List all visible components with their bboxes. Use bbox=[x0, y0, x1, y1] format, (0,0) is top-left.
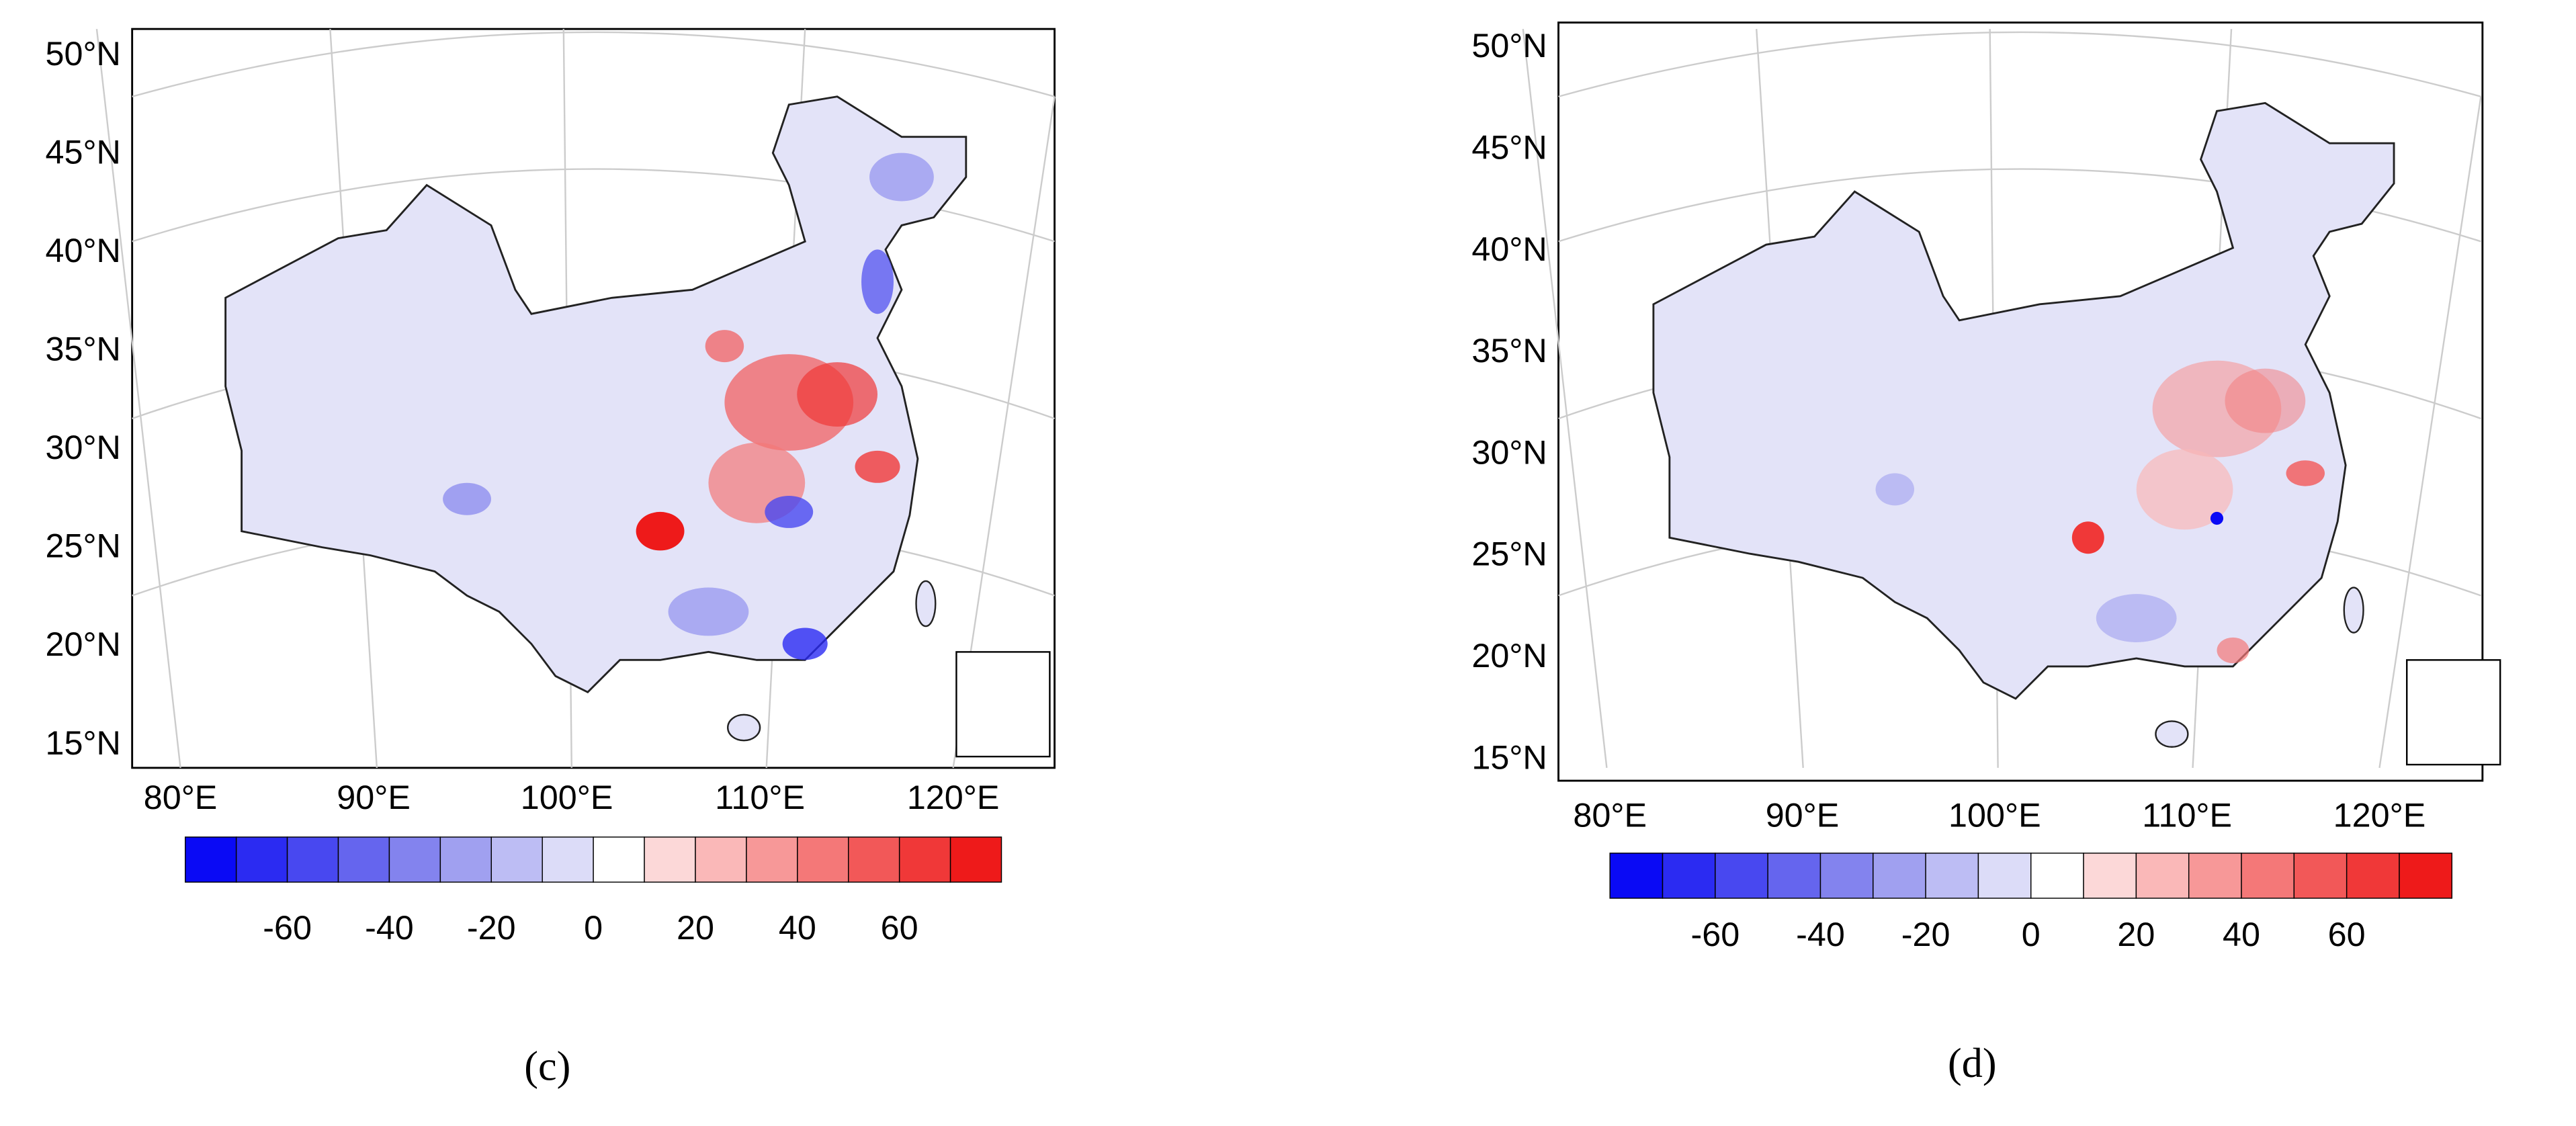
colorbar-box bbox=[388, 836, 441, 883]
colorbar-box bbox=[1609, 853, 1664, 899]
lat-label: 50°N bbox=[1471, 26, 1547, 64]
taiwan bbox=[915, 580, 937, 627]
colorbar-box bbox=[898, 836, 951, 883]
colorbar-box bbox=[2293, 853, 2348, 899]
colorbar-box bbox=[286, 836, 339, 883]
colorbar-tick-label: 40 bbox=[779, 908, 816, 947]
panel-caption: (c) bbox=[524, 1043, 570, 1090]
lat-label: 45°N bbox=[1471, 128, 1547, 166]
colorbar-tick-label: -60 bbox=[263, 908, 312, 947]
lat-label: 25°N bbox=[1471, 535, 1547, 573]
lon-label: 100°E bbox=[521, 778, 613, 816]
panel-caption: (d) bbox=[1948, 1040, 1997, 1086]
inset-box bbox=[2406, 659, 2501, 766]
colorbar-box bbox=[695, 836, 747, 883]
colorbar-box bbox=[1662, 853, 1716, 899]
colorbar-box bbox=[2030, 853, 2084, 899]
taiwan bbox=[2343, 587, 2364, 634]
hainan bbox=[2155, 720, 2189, 748]
colorbar-box bbox=[1767, 853, 1821, 899]
colorbar-tick-label: -20 bbox=[1901, 915, 1950, 953]
anomaly-field bbox=[443, 153, 934, 660]
colorbar-box bbox=[542, 836, 594, 883]
lon-label: 90°E bbox=[1766, 795, 1840, 834]
lat-label: 35°N bbox=[46, 330, 121, 368]
colorbar-box bbox=[337, 836, 390, 883]
panel-d: 50°N 45°N 40°N 35°N 30°N 25°N 20°N 15°N 80°E 90°E… bbox=[1471, 21, 2501, 1086]
anomaly-field bbox=[1875, 360, 2325, 664]
colorbar-tick-label: -60 bbox=[1690, 915, 1740, 953]
lat-label: 35°N bbox=[1471, 331, 1547, 370]
colorbar-box bbox=[1715, 853, 1768, 899]
lon-label: 120°E bbox=[2333, 795, 2426, 834]
lon-label: 110°E bbox=[2142, 795, 2232, 834]
colorbar-box bbox=[490, 836, 543, 883]
colorbar-tick-label: -20 bbox=[467, 908, 516, 947]
lat-label: 40°N bbox=[1471, 230, 1547, 268]
colorbar-tick-label: 0 bbox=[2022, 915, 2041, 953]
colorbar-tick-label: -40 bbox=[1796, 915, 1845, 953]
lat-label: 30°N bbox=[1471, 433, 1547, 471]
lat-label: 45°N bbox=[46, 133, 121, 171]
lon-label: 80°E bbox=[1573, 795, 1647, 834]
colorbar-box bbox=[848, 836, 900, 883]
lat-label: 15°N bbox=[1471, 738, 1547, 776]
lon-label: 90°E bbox=[337, 778, 411, 816]
lon-label: 110°E bbox=[715, 778, 805, 816]
lat-label: 20°N bbox=[1471, 636, 1547, 675]
lat-label: 15°N bbox=[46, 724, 121, 762]
colorbar-box bbox=[235, 836, 288, 883]
colorbar-box bbox=[1977, 853, 2032, 899]
colorbar-tick-label: 60 bbox=[2328, 915, 2366, 953]
lat-label: 40°N bbox=[46, 231, 121, 269]
lat-label: 30°N bbox=[46, 428, 121, 466]
lon-label: 80°E bbox=[144, 778, 218, 816]
lon-label: 120°E bbox=[907, 778, 1000, 816]
colorbar-box bbox=[2241, 853, 2295, 899]
colorbar-box bbox=[644, 836, 696, 883]
colorbar-box bbox=[949, 836, 1002, 883]
colorbar-box bbox=[2346, 853, 2400, 899]
colorbar-box bbox=[2135, 853, 2190, 899]
colorbar-tick-label: 20 bbox=[2117, 915, 2155, 953]
colorbar-tick-label: 20 bbox=[677, 908, 714, 947]
colorbar-box bbox=[746, 836, 798, 883]
lat-label: 50°N bbox=[46, 34, 121, 73]
lat-label: 25°N bbox=[46, 527, 121, 565]
colorbar-box bbox=[185, 836, 237, 883]
colorbar-box bbox=[2188, 853, 2242, 899]
colorbar-box bbox=[1925, 853, 1979, 899]
colorbar-box bbox=[1873, 853, 1926, 899]
hainan bbox=[726, 713, 761, 742]
colorbar-box bbox=[593, 836, 645, 883]
lat-label: 20°N bbox=[46, 625, 121, 663]
colorbar-tick-label: -40 bbox=[365, 908, 414, 947]
colorbar-tick-label: 60 bbox=[881, 908, 918, 947]
colorbar-box bbox=[797, 836, 849, 883]
lon-label: 100°E bbox=[1948, 795, 2041, 834]
colorbar-tick-label: 0 bbox=[584, 908, 603, 947]
colorbar-box bbox=[2083, 853, 2137, 899]
colorbar-tick-label: 40 bbox=[2223, 915, 2260, 953]
panel-c: 50°N 45°N 40°N 35°N 30°N 25°N 20°N 15°N 80°E 90°E… bbox=[46, 28, 1056, 1090]
colorbar-box bbox=[2399, 853, 2453, 899]
colorbar-box bbox=[439, 836, 492, 883]
inset-box bbox=[955, 651, 1051, 758]
colorbar-box bbox=[1819, 853, 1874, 899]
